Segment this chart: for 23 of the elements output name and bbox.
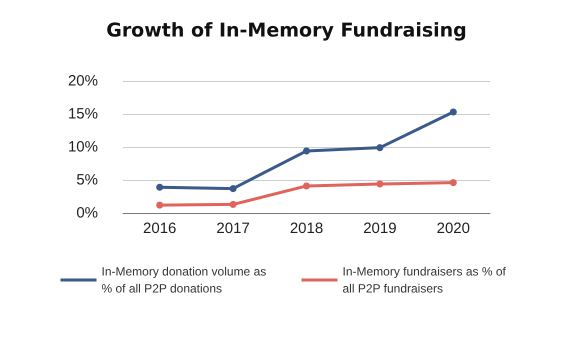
chart-title: Growth of In-Memory Fundraising — [106, 20, 467, 42]
point — [230, 200, 237, 208]
x-tick-label: 2017 — [216, 220, 250, 237]
legend-label: In-Memory fundraisers as % of all P2P fundraisers — [342, 264, 510, 296]
point — [303, 147, 310, 154]
y-tick-label: 10% — [68, 138, 98, 156]
x-tick-label: 2018 — [290, 220, 324, 237]
point — [450, 108, 457, 116]
point — [303, 182, 310, 190]
x-tick-label: 2016 — [143, 220, 176, 237]
x-tick-label: 2020 — [436, 220, 470, 237]
x-tick-label: 2019 — [363, 220, 397, 237]
y-tick-label: 0% — [76, 204, 98, 222]
y-tick-label: 20% — [68, 72, 98, 90]
point — [450, 179, 457, 186]
legend-label: In-Memory donation volume as % of all P2P donations — [102, 264, 270, 296]
point — [156, 202, 164, 209]
y-tick-label: 15% — [68, 106, 98, 122]
point — [376, 144, 384, 152]
point — [230, 185, 237, 192]
y-tick-label: 5% — [76, 172, 98, 188]
point — [376, 180, 384, 188]
point — [156, 184, 164, 191]
